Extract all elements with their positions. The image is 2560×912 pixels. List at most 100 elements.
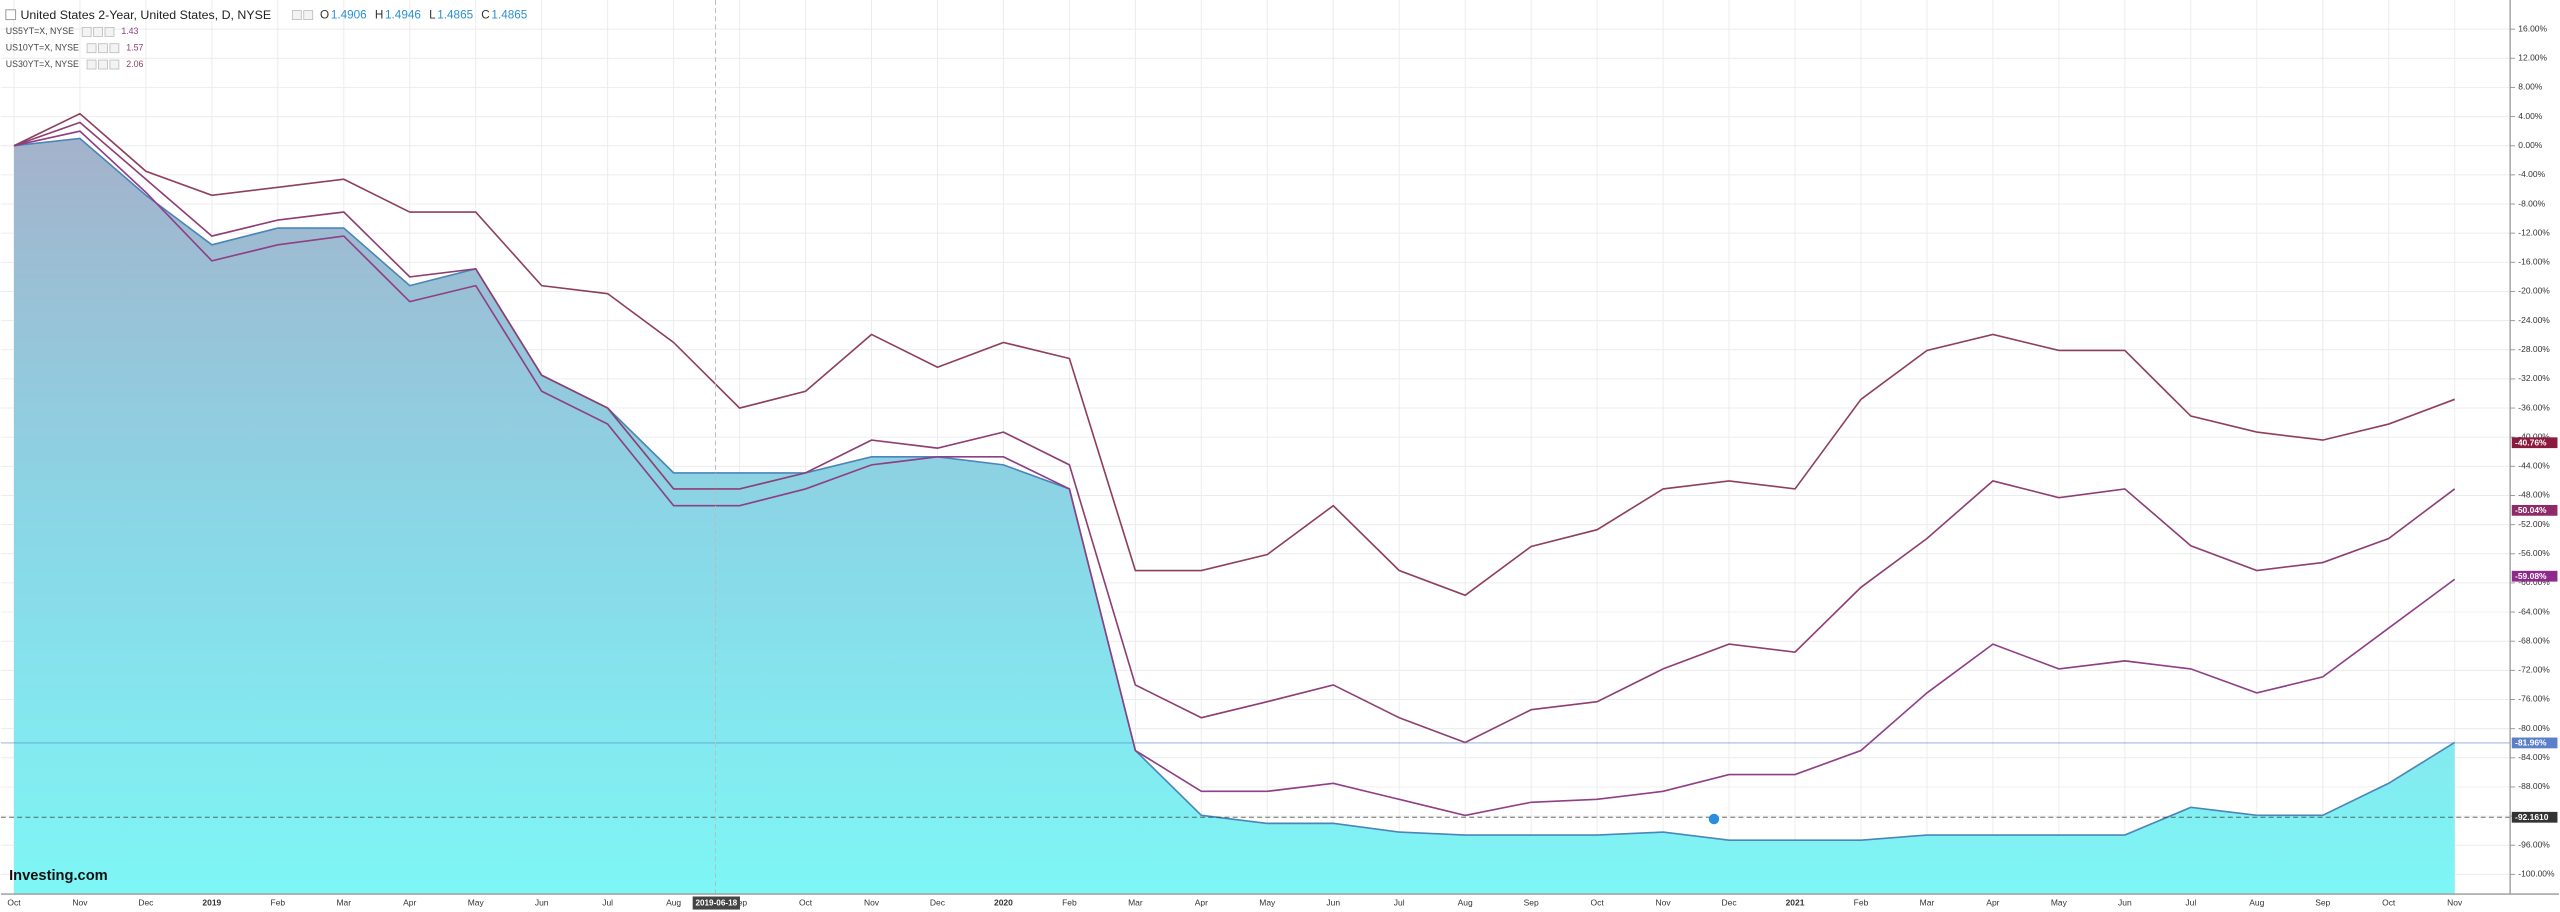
x-tick-label: Apr <box>1986 897 1999 907</box>
y-tick-label: -48.00% <box>2518 490 2550 500</box>
legend-name[interactable]: US30YT=X, NYSE <box>6 59 79 69</box>
price-badge-label: -59.08% <box>2515 571 2547 581</box>
x-tick-label: Jul <box>1394 897 1405 907</box>
legend-button[interactable] <box>109 43 120 54</box>
line <box>13 130 2456 817</box>
x-tick-label: Nov <box>2447 897 2463 907</box>
x-tick-label: May <box>468 897 485 907</box>
x-tick-label: Oct <box>799 897 813 907</box>
legend-value: 1.57 <box>126 42 143 52</box>
ohlc-value: 1.4906 <box>331 9 367 22</box>
x-tick-label: Apr <box>403 897 416 907</box>
y-tick-label: 4.00% <box>2518 111 2542 121</box>
y-tick-label: -72.00% <box>2518 665 2550 675</box>
x-tick-label: May <box>2051 897 2068 907</box>
x-tick-label: Jun <box>2118 897 2132 907</box>
x-tick-label: Jul <box>602 897 613 907</box>
y-tick-label: -52.00% <box>2518 519 2550 529</box>
legend-button[interactable] <box>109 59 120 70</box>
y-tick-label: 16.00% <box>2518 23 2547 33</box>
y-tick-label: -68.00% <box>2518 635 2550 645</box>
legend-button[interactable] <box>291 10 302 20</box>
x-tick-label: 2020 <box>994 897 1013 907</box>
y-tick-label: -96.00% <box>2518 839 2550 849</box>
line <box>13 121 2456 744</box>
x-tick-label: Jul <box>2185 897 2196 907</box>
x-tick-label: Nov <box>1656 897 1672 907</box>
y-tick-label: 12.00% <box>2518 53 2547 63</box>
x-tick-label: Sep <box>1524 897 1539 907</box>
watermark: Investing.com <box>9 868 108 884</box>
y-tick-label: -36.00% <box>2518 402 2550 412</box>
x-tick-label: Mar <box>336 897 351 907</box>
x-tick-label: Sep <box>2315 897 2330 907</box>
x-tick-label: Feb <box>271 897 286 907</box>
price-badge-label: -92.1610 <box>2515 812 2549 822</box>
y-tick-label: -88.00% <box>2518 781 2550 791</box>
legend-name[interactable]: US5YT=X, NYSE <box>6 26 74 36</box>
overlay <box>0 0 2511 895</box>
line <box>13 112 2455 597</box>
y-tick-label: -44.00% <box>2518 461 2550 471</box>
x-tick-label: Oct <box>1591 897 1605 907</box>
x-tick-label: Jun <box>535 897 549 907</box>
y-tick-label: -8.00% <box>2518 198 2545 208</box>
y-tick-label: -20.00% <box>2518 286 2550 296</box>
legend-button[interactable] <box>98 43 108 54</box>
x-tick-label: 2019 <box>202 897 221 907</box>
x-tick-label: Apr <box>1195 897 1208 907</box>
legend-button[interactable] <box>93 27 103 37</box>
x-tick-label: Nov <box>864 897 880 907</box>
legend-button[interactable] <box>104 27 115 37</box>
legend-button[interactable] <box>303 10 314 20</box>
x-tick-label: Feb <box>1062 897 1077 907</box>
price-badge-label: -40.76% <box>2515 437 2547 447</box>
y-tick-label: -80.00% <box>2518 723 2550 733</box>
y-tick-label: -12.00% <box>2518 227 2550 237</box>
crosshair-badge <box>692 896 740 910</box>
x-tick-label: Oct <box>2382 897 2396 907</box>
x-tick-label: Dec <box>138 897 154 907</box>
x-tick-label: Dec <box>1722 897 1738 907</box>
y-tick-label: -16.00% <box>2518 257 2550 267</box>
x-tick-label: Aug <box>2249 897 2264 907</box>
legend-button[interactable] <box>86 59 97 70</box>
ohlc-value: 1.4946 <box>385 9 421 22</box>
event-flag[interactable] <box>1708 813 1720 825</box>
legend-button[interactable] <box>86 43 97 54</box>
y-tick-label: -32.00% <box>2518 373 2550 383</box>
price-badge <box>2511 437 2558 449</box>
price-badge-label: -81.96% <box>2515 738 2547 748</box>
y-tick-label: -28.00% <box>2518 344 2550 354</box>
ohlc-label: O <box>320 9 329 22</box>
area <box>13 138 2455 895</box>
legend-button[interactable] <box>81 27 92 37</box>
price-badge-label: -50.04% <box>2515 505 2547 515</box>
y-tick-label: 0.00% <box>2518 140 2542 150</box>
x-tick-label: Aug <box>666 897 681 907</box>
ohlc-label: H <box>375 9 383 22</box>
x-tick-label: Aug <box>1458 897 1473 907</box>
x-tick-label: Mar <box>1920 897 1935 907</box>
ohlc-label: L <box>429 9 436 22</box>
x-tick-label: Mar <box>1128 897 1143 907</box>
legend-button[interactable] <box>98 59 108 70</box>
y-tick-label: -60.00% <box>2518 577 2550 587</box>
price-badge <box>2511 811 2558 823</box>
y-tick-label: -64.00% <box>2518 606 2550 616</box>
legend-value: 2.06 <box>126 59 143 69</box>
chart-title: United States 2-Year, United States, D, … <box>20 8 271 22</box>
ohlc-label: C <box>481 9 490 22</box>
x-tick-label: Nov <box>72 897 88 907</box>
collapse-toggle[interactable] <box>5 9 17 21</box>
crosshair-label: 2019-06-18 <box>695 899 737 908</box>
price-badge <box>2511 570 2558 582</box>
line <box>13 137 2456 841</box>
legend-name[interactable]: US10YT=X, NYSE <box>6 42 79 52</box>
y-tick-label: -84.00% <box>2518 752 2550 762</box>
plot <box>13 112 2456 895</box>
legend-value: 1.43 <box>121 26 138 36</box>
ohlc-value: 1.4865 <box>491 9 527 22</box>
